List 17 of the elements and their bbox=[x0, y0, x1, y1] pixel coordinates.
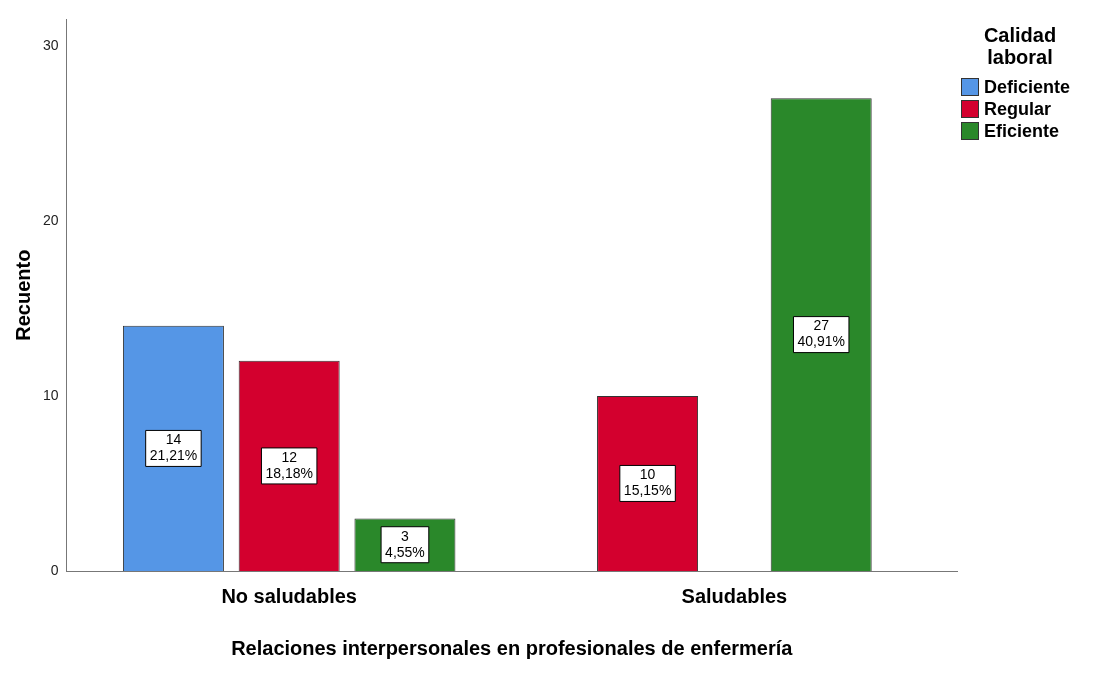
data-label: 10 15,15% bbox=[623, 466, 672, 499]
x-axis-title: Relaciones interpersonales en profesionales de enfermería bbox=[231, 636, 794, 659]
y-tick-label: 10 bbox=[42, 386, 59, 403]
data-label: 27 40,91% bbox=[797, 317, 845, 350]
legend-label: Regular bbox=[984, 98, 1052, 120]
legend-label: Deficiente bbox=[984, 76, 1071, 98]
y-tick-label: 30 bbox=[42, 36, 59, 53]
data-label: 12 18,18% bbox=[265, 448, 313, 481]
y-tick-label: 20 bbox=[42, 211, 59, 228]
y-axis-title: Recuento bbox=[11, 249, 34, 341]
legend-title: Calidad laboral bbox=[982, 24, 1058, 68]
data-label: 14 21,21% bbox=[149, 431, 198, 464]
y-tick-label: 0 bbox=[50, 561, 59, 578]
x-tick-label: Saludables bbox=[681, 584, 788, 607]
x-tick-label: No saludables bbox=[221, 584, 357, 607]
data-label: 3 4,55% bbox=[385, 527, 425, 560]
legend-label: Eficiente bbox=[984, 120, 1060, 142]
